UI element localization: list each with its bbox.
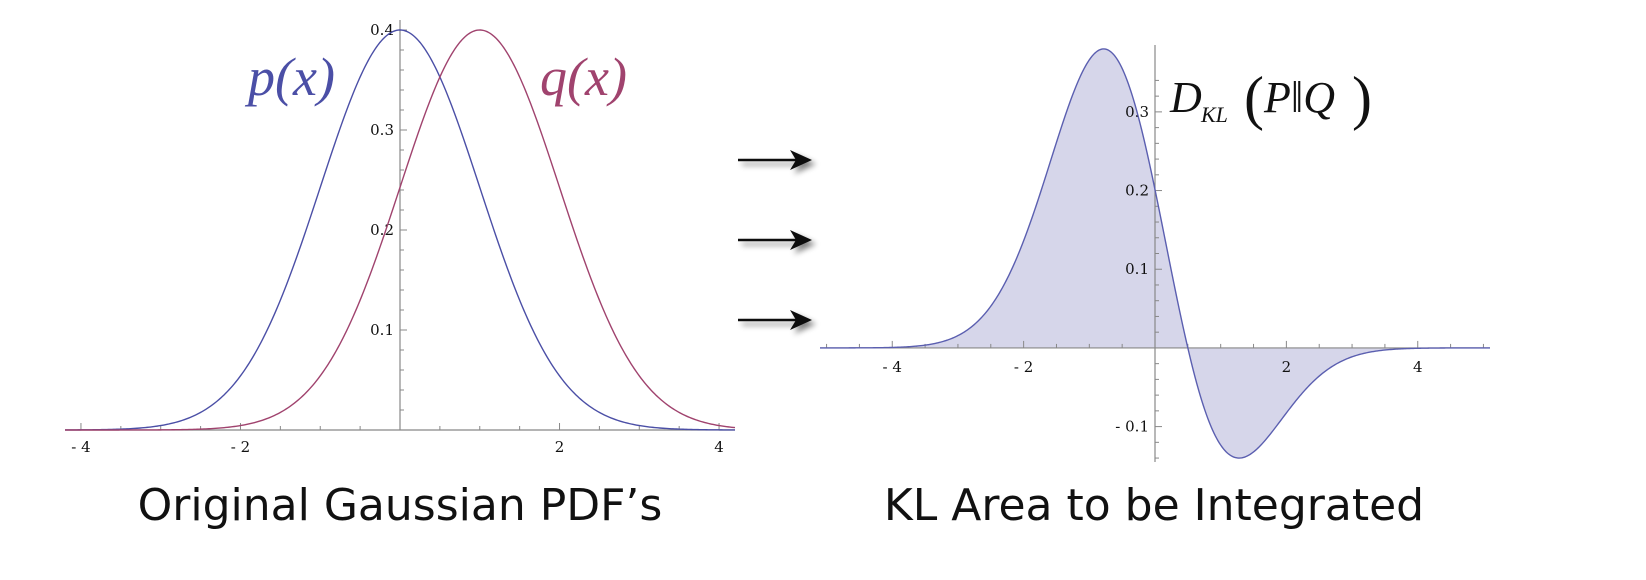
right-ticks: - 4- 2 2 4- 0.10.10.20.3 <box>826 79 1484 459</box>
kl-curve <box>820 48 1490 459</box>
arrows <box>738 150 812 330</box>
right-y-tick-label: - 0.1 <box>1115 418 1149 436</box>
dkl-body: P‖Q <box>1263 73 1335 122</box>
left-y-tick-label: 0.1 <box>370 321 394 339</box>
right-arrow-icon <box>738 310 812 330</box>
left-ticks: - 4 - 2 2 4 0.1 0.2 0.3 0.4 <box>71 21 724 456</box>
right-y-tick-label: 0.1 <box>1125 260 1149 278</box>
right-x-tick-label: - 2 <box>1014 358 1033 376</box>
dkl-title: D KL ( P‖Q ) <box>1169 65 1372 131</box>
left-x-tick-label: - 4 <box>71 438 90 456</box>
arrow-head <box>790 230 812 250</box>
q-label: q(x) <box>540 47 627 107</box>
left-x-tick-label: 2 <box>555 438 565 456</box>
right-x-tick-label: 2 <box>1282 358 1292 376</box>
right-y-tick-label: 0.2 <box>1125 182 1149 200</box>
left-x-tick-label: - 2 <box>231 438 250 456</box>
right-arrow-icon <box>738 150 812 170</box>
dkl-open-paren: ( <box>1244 65 1264 131</box>
left-x-tick-label: 4 <box>714 438 724 456</box>
p-curve <box>65 29 735 431</box>
q-curve <box>65 29 736 431</box>
left-y-tick-label: 0.4 <box>370 21 394 39</box>
arrow-head <box>790 310 812 330</box>
dkl-close-paren: ) <box>1352 65 1372 131</box>
left-caption: Original Gaussian PDF’s <box>138 480 663 531</box>
dkl-d: D <box>1169 73 1202 122</box>
p-label: p(x) <box>244 47 335 107</box>
left-y-tick-label: 0.2 <box>370 221 394 239</box>
arrow-head <box>790 150 812 170</box>
gaussian-pdf-chart: - 4 - 2 2 4 0.1 0.2 0.3 0.4 p(x) q(x) <box>65 20 736 456</box>
kl-area-chart: - 4- 2 2 4- 0.10.10.20.3 D KL ( P‖Q ) <box>820 45 1490 462</box>
left-y-tick-label: 0.3 <box>370 121 394 139</box>
dkl-subscript: KL <box>1200 102 1228 127</box>
right-caption: KL Area to be Integrated <box>884 480 1424 531</box>
right-x-tick-label: - 4 <box>883 358 902 376</box>
right-x-tick-label: 4 <box>1413 358 1423 376</box>
right-arrow-icon <box>738 230 812 250</box>
